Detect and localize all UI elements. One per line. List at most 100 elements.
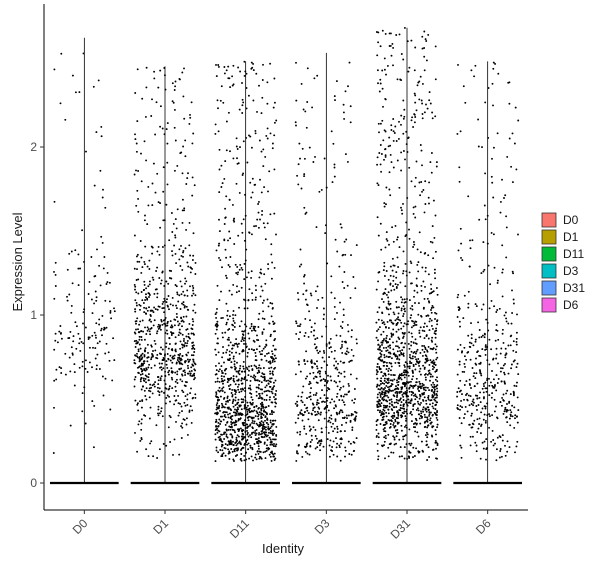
data-point bbox=[501, 439, 504, 442]
data-point bbox=[511, 289, 513, 292]
data-point bbox=[303, 425, 306, 428]
data-point bbox=[412, 446, 415, 449]
data-point bbox=[379, 345, 382, 348]
data-point bbox=[315, 403, 318, 406]
data-point bbox=[380, 387, 383, 390]
data-point bbox=[190, 332, 193, 335]
data-point bbox=[159, 379, 162, 382]
data-point bbox=[232, 379, 235, 382]
data-point bbox=[260, 191, 263, 194]
data-point bbox=[383, 354, 386, 356]
data-point bbox=[227, 379, 230, 382]
data-point bbox=[511, 312, 514, 314]
data-point bbox=[255, 422, 258, 425]
data-point bbox=[246, 368, 249, 371]
data-point bbox=[177, 300, 180, 303]
data-point bbox=[400, 206, 402, 209]
data-point bbox=[250, 276, 253, 279]
data-point bbox=[253, 183, 256, 186]
data-point bbox=[418, 98, 421, 101]
data-point bbox=[257, 413, 260, 416]
data-point bbox=[424, 434, 427, 437]
data-point bbox=[380, 170, 383, 173]
data-point bbox=[182, 391, 185, 394]
data-point bbox=[184, 155, 187, 158]
data-point bbox=[101, 241, 104, 244]
data-point bbox=[408, 390, 411, 393]
data-point bbox=[379, 395, 382, 398]
data-point bbox=[264, 406, 267, 409]
data-point bbox=[144, 369, 147, 372]
data-point bbox=[134, 285, 137, 288]
data-point bbox=[143, 263, 146, 266]
data-point bbox=[393, 401, 396, 404]
data-point bbox=[191, 142, 194, 145]
data-point bbox=[403, 365, 406, 368]
data-point bbox=[192, 309, 195, 312]
data-point bbox=[389, 144, 392, 147]
data-point bbox=[218, 148, 221, 151]
data-point bbox=[159, 202, 162, 205]
data-point bbox=[240, 435, 243, 438]
data-point bbox=[382, 418, 385, 421]
data-point bbox=[220, 370, 223, 372]
data-point bbox=[236, 410, 239, 413]
data-point bbox=[465, 380, 468, 383]
data-point bbox=[324, 372, 327, 375]
data-point bbox=[398, 377, 401, 380]
data-point bbox=[433, 236, 436, 239]
data-point bbox=[379, 222, 382, 225]
data-point bbox=[191, 324, 194, 326]
data-point bbox=[459, 227, 462, 230]
data-point bbox=[72, 340, 75, 343]
data-point bbox=[215, 369, 218, 372]
data-point bbox=[269, 419, 272, 422]
data-point bbox=[274, 398, 276, 401]
data-point bbox=[238, 428, 241, 431]
data-point bbox=[504, 408, 507, 411]
data-point bbox=[495, 374, 498, 377]
data-point bbox=[428, 414, 431, 417]
data-point bbox=[385, 361, 388, 364]
data-point bbox=[172, 332, 175, 335]
data-point bbox=[402, 371, 405, 374]
x-tick-label: D11 bbox=[227, 516, 252, 541]
data-point bbox=[254, 296, 257, 299]
data-point bbox=[74, 91, 77, 94]
data-point bbox=[272, 358, 275, 361]
data-point bbox=[304, 212, 307, 215]
data-point bbox=[183, 209, 186, 212]
data-point bbox=[477, 118, 480, 121]
data-point bbox=[233, 326, 236, 328]
data-point bbox=[411, 308, 414, 311]
data-point bbox=[133, 378, 136, 381]
data-point bbox=[504, 444, 506, 447]
data-point bbox=[263, 273, 266, 276]
data-point bbox=[271, 147, 274, 150]
data-point bbox=[416, 407, 419, 410]
data-point bbox=[341, 340, 344, 343]
data-point bbox=[377, 122, 380, 125]
data-point bbox=[171, 361, 174, 364]
data-point bbox=[457, 249, 460, 252]
data-point bbox=[93, 404, 96, 407]
data-point bbox=[354, 410, 356, 413]
data-point bbox=[382, 105, 384, 108]
data-point bbox=[481, 146, 483, 149]
data-point bbox=[417, 402, 420, 405]
data-point bbox=[268, 398, 271, 401]
data-point bbox=[404, 434, 407, 437]
data-point bbox=[424, 180, 427, 183]
data-point bbox=[404, 301, 407, 304]
data-point bbox=[221, 387, 224, 390]
data-point bbox=[417, 451, 420, 454]
data-point bbox=[475, 357, 477, 360]
data-point bbox=[383, 440, 386, 443]
data-point bbox=[240, 266, 243, 269]
data-point bbox=[232, 357, 235, 360]
data-point bbox=[515, 351, 518, 354]
data-point bbox=[382, 375, 385, 377]
data-point bbox=[383, 436, 386, 439]
data-point bbox=[385, 422, 388, 425]
data-point bbox=[238, 325, 241, 328]
